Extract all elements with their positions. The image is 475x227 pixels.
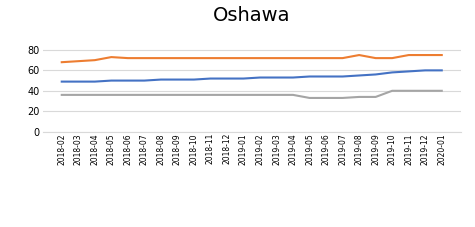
Freedom <box>174 94 180 96</box>
Freedom <box>241 94 247 96</box>
Rogers <box>390 71 395 74</box>
Freedom <box>76 94 81 96</box>
Rogers <box>92 80 98 83</box>
Freedom <box>323 96 329 99</box>
Rogers <box>125 79 131 82</box>
Freedom <box>257 94 263 96</box>
Rogers <box>158 78 164 81</box>
Line: Bell: Bell <box>62 55 442 62</box>
Line: Rogers: Rogers <box>62 70 442 81</box>
Bell <box>191 57 197 59</box>
Rogers <box>439 69 445 72</box>
Bell <box>307 57 313 59</box>
Freedom <box>158 94 164 96</box>
Rogers <box>142 79 147 82</box>
Rogers <box>323 75 329 78</box>
Bell <box>422 54 428 56</box>
Bell <box>108 56 114 58</box>
Freedom <box>290 94 296 96</box>
Bell <box>274 57 279 59</box>
Bell <box>290 57 296 59</box>
Rogers <box>307 75 313 78</box>
Bell <box>125 57 131 59</box>
Freedom <box>422 89 428 92</box>
Bell <box>439 54 445 56</box>
Rogers <box>108 79 114 82</box>
Freedom <box>92 94 98 96</box>
Rogers <box>191 78 197 81</box>
Freedom <box>406 89 411 92</box>
Freedom <box>373 96 379 98</box>
Line: Freedom: Freedom <box>62 91 442 98</box>
Rogers <box>241 77 247 80</box>
Bell <box>158 57 164 59</box>
Bell <box>241 57 247 59</box>
Rogers <box>340 75 345 78</box>
Rogers <box>356 74 362 77</box>
Freedom <box>307 96 313 99</box>
Rogers <box>59 80 65 83</box>
Rogers <box>174 78 180 81</box>
Bell <box>356 54 362 56</box>
Rogers <box>257 76 263 79</box>
Freedom <box>108 94 114 96</box>
Freedom <box>59 94 65 96</box>
Freedom <box>340 96 345 99</box>
Rogers <box>290 76 296 79</box>
Bell <box>323 57 329 59</box>
Bell <box>406 54 411 56</box>
Bell <box>390 57 395 59</box>
Bell <box>224 57 230 59</box>
Bell <box>76 60 81 62</box>
Rogers <box>224 77 230 80</box>
Freedom <box>125 94 131 96</box>
Bell <box>59 61 65 64</box>
Freedom <box>390 89 395 92</box>
Rogers <box>274 76 279 79</box>
Rogers <box>76 80 81 83</box>
Freedom <box>142 94 147 96</box>
Bell <box>340 57 345 59</box>
Title: Oshawa: Oshawa <box>213 6 291 25</box>
Bell <box>142 57 147 59</box>
Bell <box>208 57 213 59</box>
Freedom <box>208 94 213 96</box>
Freedom <box>224 94 230 96</box>
Freedom <box>439 89 445 92</box>
Freedom <box>191 94 197 96</box>
Bell <box>257 57 263 59</box>
Rogers <box>406 70 411 73</box>
Rogers <box>373 73 379 76</box>
Rogers <box>208 77 213 80</box>
Bell <box>373 57 379 59</box>
Freedom <box>274 94 279 96</box>
Freedom <box>356 96 362 98</box>
Bell <box>174 57 180 59</box>
Rogers <box>422 69 428 72</box>
Bell <box>92 59 98 62</box>
